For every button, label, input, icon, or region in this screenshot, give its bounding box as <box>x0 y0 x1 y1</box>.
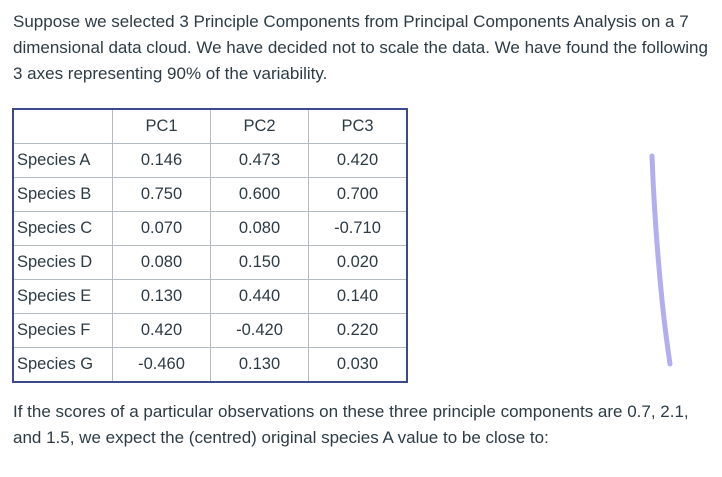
loadings-table: PC1 PC2 PC3 Species A 0.146 0.473 0.420 … <box>12 108 408 383</box>
table-cell: 0.130 <box>112 279 211 314</box>
table-cell: 0.473 <box>210 143 309 178</box>
row-label: Species A <box>12 143 113 178</box>
row-label: Species E <box>12 279 113 314</box>
table-cell: 0.030 <box>308 347 408 383</box>
table-row: Species B 0.750 0.600 0.700 <box>12 177 408 212</box>
table-cell: 0.440 <box>210 279 309 314</box>
table-cell: 0.070 <box>112 211 211 246</box>
table-header-row: PC1 PC2 PC3 <box>12 108 408 144</box>
table-cell: -0.420 <box>210 313 309 348</box>
row-label: Species D <box>12 245 113 280</box>
table-cell: 0.130 <box>210 347 309 383</box>
row-label: Species B <box>12 177 113 212</box>
table-row: Species D 0.080 0.150 0.020 <box>12 245 408 280</box>
table-cell: 0.600 <box>210 177 309 212</box>
table-corner-cell <box>12 108 113 144</box>
table-cell: 0.146 <box>112 143 211 178</box>
table-cell: 0.020 <box>308 245 408 280</box>
table-cell: 0.750 <box>112 177 211 212</box>
table-cell: 0.080 <box>210 211 309 246</box>
table-row: Species E 0.130 0.440 0.140 <box>12 279 408 314</box>
table-cell: 0.420 <box>308 143 408 178</box>
table-row: Species G -0.460 0.130 0.030 <box>12 347 408 383</box>
table-cell: -0.460 <box>112 347 211 383</box>
table-cell: -0.710 <box>308 211 408 246</box>
table-cell: 0.150 <box>210 245 309 280</box>
intro-paragraph: Suppose we selected 3 Principle Componen… <box>13 12 708 83</box>
question-paragraph: If the scores of a particular observatio… <box>13 402 689 447</box>
table-row: Species F 0.420 -0.420 0.220 <box>12 313 408 348</box>
table-cell: 0.220 <box>308 313 408 348</box>
column-header-pc1: PC1 <box>112 108 211 144</box>
table-cell: 0.700 <box>308 177 408 212</box>
pen-mark-path <box>649 153 673 367</box>
table-row: Species A 0.146 0.473 0.420 <box>12 143 408 178</box>
table-cell: 0.140 <box>308 279 408 314</box>
column-header-pc3: PC3 <box>308 108 408 144</box>
table-cell: 0.080 <box>112 245 211 280</box>
row-label: Species F <box>12 313 113 348</box>
row-label: Species C <box>12 211 113 246</box>
table-cell: 0.420 <box>112 313 211 348</box>
table-row: Species C 0.070 0.080 -0.710 <box>12 211 408 246</box>
pen-mark-stroke <box>649 153 673 367</box>
row-label: Species G <box>12 347 113 383</box>
column-header-pc2: PC2 <box>210 108 309 144</box>
